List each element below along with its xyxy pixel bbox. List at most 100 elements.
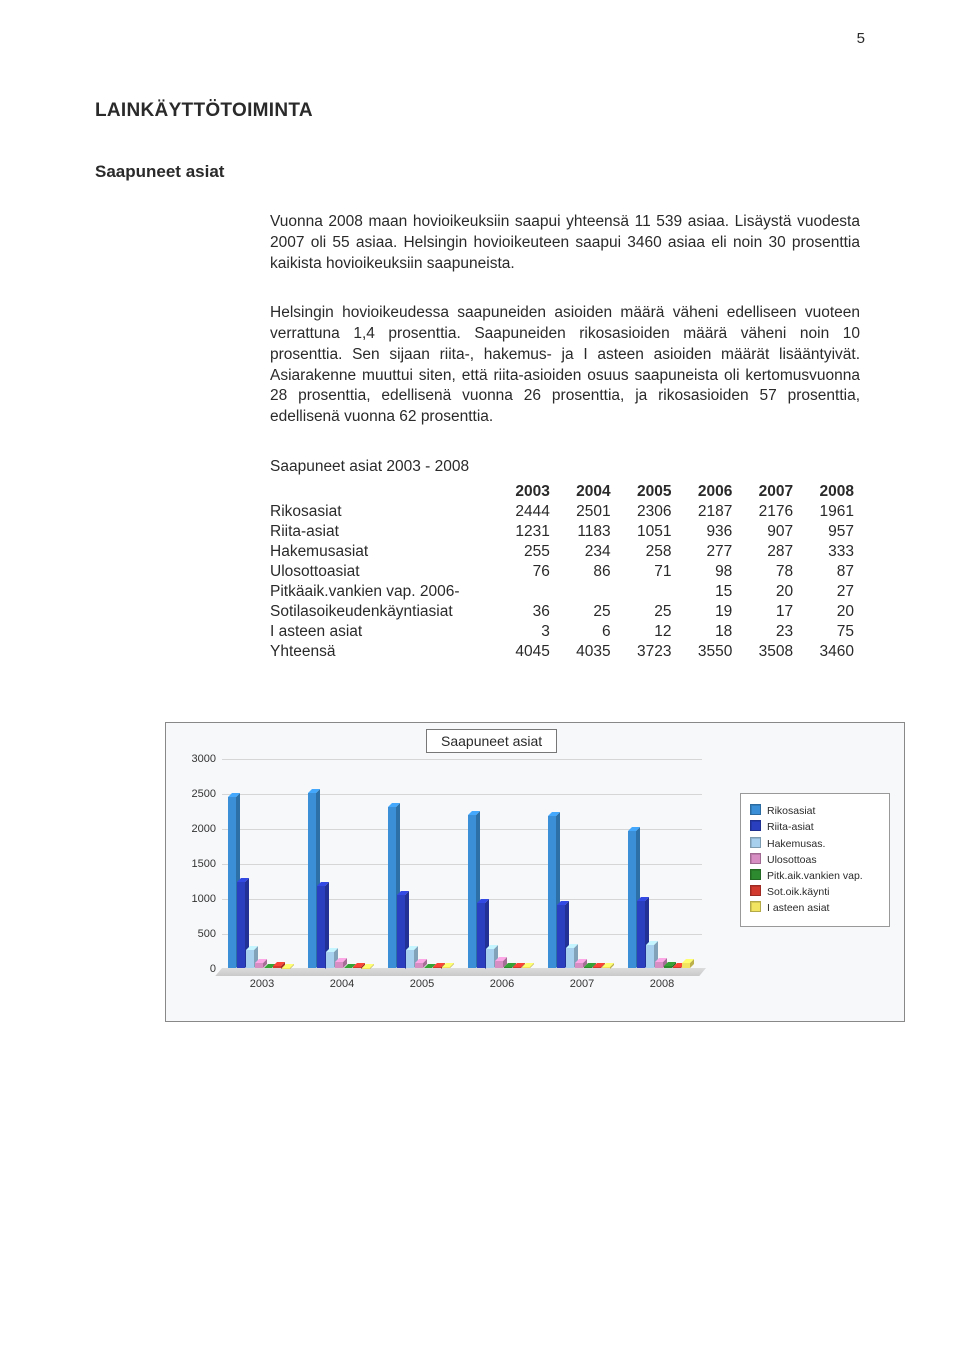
table-cell: 78 bbox=[738, 562, 799, 582]
chart-bar-group: 2004 bbox=[308, 759, 376, 968]
chart-x-tick-label: 2008 bbox=[628, 968, 696, 990]
chart-bar bbox=[495, 961, 503, 968]
table-cell: 258 bbox=[617, 542, 678, 562]
table-cell: 4035 bbox=[556, 642, 617, 662]
chart-y-tick-label: 500 bbox=[198, 928, 216, 940]
table-cell: 75 bbox=[799, 622, 860, 642]
table-cell: 3550 bbox=[677, 642, 738, 662]
table-cell: 2444 bbox=[495, 502, 556, 522]
chart-bar-group: 2003 bbox=[228, 759, 296, 968]
paragraph-2: Helsingin hovioikeudessa saapuneiden asi… bbox=[270, 303, 860, 429]
table-row-label: Yhteensä bbox=[270, 642, 495, 662]
table-cell: 36 bbox=[495, 602, 556, 622]
heading-sub: Saapuneet asiat bbox=[95, 162, 865, 182]
table-cell: 255 bbox=[495, 542, 556, 562]
chart-bar bbox=[406, 950, 414, 968]
table-cell: 2501 bbox=[556, 502, 617, 522]
chart-container: Saapuneet asiat 050010001500200025003000… bbox=[165, 722, 905, 1022]
table-cell: 12 bbox=[617, 622, 678, 642]
table-cell: 1231 bbox=[495, 522, 556, 542]
legend-label: Pitk.aik.vankien vap. bbox=[767, 869, 880, 883]
table-col-header: 2006 bbox=[677, 482, 738, 502]
legend-item: Sot.oik.käynti bbox=[750, 885, 880, 899]
table-cell: 86 bbox=[556, 562, 617, 582]
chart-y-tick-label: 1500 bbox=[192, 858, 216, 870]
legend-item: Ulosottoas bbox=[750, 853, 880, 867]
table-row-label: Pitkäaik.vankien vap. 2006- bbox=[270, 582, 495, 602]
table-cell: 3460 bbox=[799, 642, 860, 662]
chart-bar bbox=[468, 815, 476, 968]
chart-x-tick-label: 2006 bbox=[468, 968, 536, 990]
chart-bar bbox=[228, 797, 236, 968]
table-col-header: 2008 bbox=[799, 482, 860, 502]
chart-bar bbox=[637, 901, 645, 968]
chart-bar-group: 2007 bbox=[548, 759, 616, 968]
legend-item: Rikosasiat bbox=[750, 804, 880, 818]
table-row-label: I asteen asiat bbox=[270, 622, 495, 642]
table-row: Rikosasiat244425012306218721761961 bbox=[270, 502, 860, 522]
table-cell: 1183 bbox=[556, 522, 617, 542]
table-cell: 25 bbox=[617, 602, 678, 622]
chart-y-tick-label: 0 bbox=[210, 963, 216, 975]
chart-plot: 0500100015002000250030002003200420052006… bbox=[222, 759, 702, 969]
legend-label: I asteen asiat bbox=[767, 901, 880, 915]
table-row: Riita-asiat123111831051936907957 bbox=[270, 522, 860, 542]
table-cell: 333 bbox=[799, 542, 860, 562]
table-cell: 76 bbox=[495, 562, 556, 582]
table-cell: 1961 bbox=[799, 502, 860, 522]
legend-swatch bbox=[750, 853, 761, 864]
table-cell: 19 bbox=[677, 602, 738, 622]
table-row-label: Sotilasoikeudenkäyntiasiat bbox=[270, 602, 495, 622]
table-cell: 23 bbox=[738, 622, 799, 642]
chart-bar bbox=[308, 793, 316, 968]
table-row: Sotilasoikeudenkäyntiasiat362525191720 bbox=[270, 602, 860, 622]
chart-x-tick-label: 2004 bbox=[308, 968, 376, 990]
table-cell: 71 bbox=[617, 562, 678, 582]
table-cell: 17 bbox=[738, 602, 799, 622]
chart-legend: RikosasiatRiita-asiatHakemusas.Ulosottoa… bbox=[740, 793, 890, 926]
paragraph-1: Vuonna 2008 maan hovioikeuksiin saapui y… bbox=[270, 212, 860, 275]
chart-y-tick-label: 3000 bbox=[192, 753, 216, 765]
table-row: Yhteensä404540353723355035083460 bbox=[270, 642, 860, 662]
legend-label: Sot.oik.käynti bbox=[767, 885, 880, 899]
chart-x-tick-label: 2005 bbox=[388, 968, 456, 990]
table-cell: 234 bbox=[556, 542, 617, 562]
legend-swatch bbox=[750, 869, 761, 880]
chart-bar-group: 2006 bbox=[468, 759, 536, 968]
table-cell: 3508 bbox=[738, 642, 799, 662]
legend-swatch bbox=[750, 901, 761, 912]
table-cell: 4045 bbox=[495, 642, 556, 662]
table-cell: 2306 bbox=[617, 502, 678, 522]
table-cell: 20 bbox=[738, 582, 799, 602]
legend-item: I asteen asiat bbox=[750, 901, 880, 915]
chart-bar bbox=[646, 945, 654, 968]
table-col-header: 2005 bbox=[617, 482, 678, 502]
chart-bar bbox=[628, 831, 636, 968]
table-cell bbox=[556, 582, 617, 602]
body-text: Vuonna 2008 maan hovioikeuksiin saapui y… bbox=[270, 212, 860, 662]
table-cell: 936 bbox=[677, 522, 738, 542]
table-header-row: 200320042005200620072008 bbox=[270, 482, 860, 502]
table-cell: 2176 bbox=[738, 502, 799, 522]
table-row-label: Riita-asiat bbox=[270, 522, 495, 542]
table-cell bbox=[617, 582, 678, 602]
chart-x-tick-label: 2003 bbox=[228, 968, 296, 990]
table-cell bbox=[495, 582, 556, 602]
chart-bar bbox=[477, 903, 485, 969]
chart-bar bbox=[557, 905, 565, 968]
table-row: Hakemusasiat255234258277287333 bbox=[270, 542, 860, 562]
table-row-label: Hakemusasiat bbox=[270, 542, 495, 562]
heading-main: LAINKÄYTTÖTOIMINTA bbox=[95, 100, 865, 122]
legend-swatch bbox=[750, 804, 761, 815]
chart-bar bbox=[388, 807, 396, 968]
data-table: 200320042005200620072008 Rikosasiat24442… bbox=[270, 482, 860, 662]
page-number: 5 bbox=[857, 30, 865, 47]
legend-label: Hakemusas. bbox=[767, 837, 880, 851]
table-body: Rikosasiat244425012306218721761961Riita-… bbox=[270, 502, 860, 662]
legend-swatch bbox=[750, 820, 761, 831]
legend-swatch bbox=[750, 885, 761, 896]
chart-bar-group: 2005 bbox=[388, 759, 456, 968]
chart-bar bbox=[548, 816, 556, 968]
chart-bar-group: 2008 bbox=[628, 759, 696, 968]
chart-x-tick-label: 2007 bbox=[548, 968, 616, 990]
